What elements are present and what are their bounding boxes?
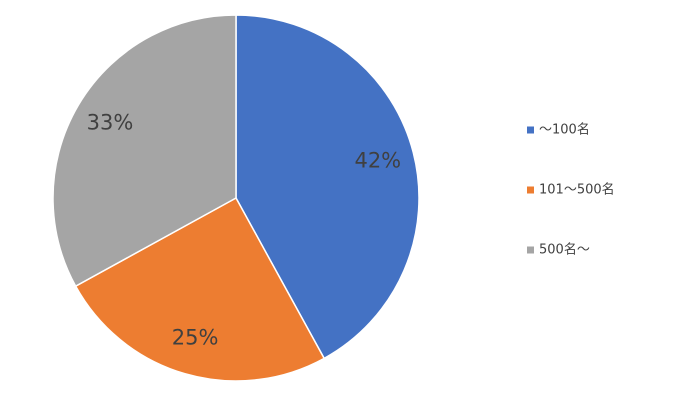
data-label: 33% [87,110,134,134]
legend-label: 101～500名 [539,182,615,198]
pie-slice [235,14,420,360]
legend-label: ～100名 [539,122,590,138]
legend-swatch [527,246,534,254]
legend-label: 500名～ [539,242,590,258]
pie-slice [74,196,326,382]
legend-swatch [527,126,534,134]
data-label: 42% [354,149,401,173]
data-label: 25% [172,326,219,350]
legend-swatch [527,186,534,194]
pie-slice [52,14,237,288]
